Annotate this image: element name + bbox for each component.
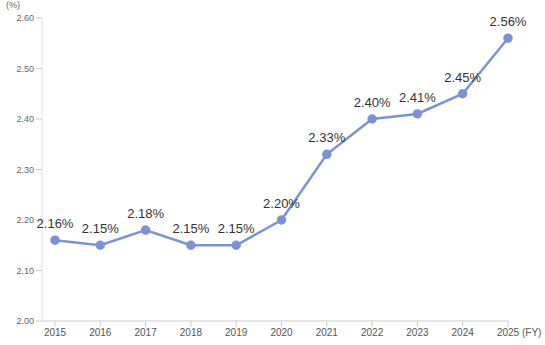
- html-text:(FY): (FY): [522, 327, 542, 338]
- svg-text:2.30: 2.30: [16, 165, 34, 175]
- svg-text:2.45%: 2.45%: [444, 70, 481, 85]
- svg-text:2019: 2019: [225, 327, 248, 338]
- svg-text:2018: 2018: [180, 327, 203, 338]
- svg-text:2.15%: 2.15%: [82, 221, 119, 236]
- svg-text:2.20%: 2.20%: [263, 196, 300, 211]
- svg-text:2025: 2025: [497, 327, 520, 338]
- svg-text:2023: 2023: [406, 327, 429, 338]
- svg-text:2.40%: 2.40%: [354, 95, 391, 110]
- svg-text:2.50: 2.50: [16, 64, 34, 74]
- svg-text:2022: 2022: [361, 327, 384, 338]
- svg-text:2.00: 2.00: [16, 316, 34, 326]
- svg-text:2021: 2021: [316, 327, 339, 338]
- svg-text:2.60: 2.60: [16, 13, 34, 23]
- svg-text:2.16%: 2.16%: [37, 216, 74, 231]
- svg-text:2.40: 2.40: [16, 114, 34, 124]
- svg-text:2.56%: 2.56%: [490, 14, 527, 29]
- svg-text:2024: 2024: [452, 327, 475, 338]
- svg-text:2016: 2016: [89, 327, 112, 338]
- svg-text:2.41%: 2.41%: [399, 90, 436, 105]
- svg-text:2017: 2017: [134, 327, 157, 338]
- svg-text:2.15%: 2.15%: [218, 221, 255, 236]
- svg-text:2015: 2015: [44, 327, 67, 338]
- svg-text:2.33%: 2.33%: [308, 130, 345, 145]
- svg-text:2.15%: 2.15%: [172, 221, 209, 236]
- svg-text:2.18%: 2.18%: [127, 206, 164, 221]
- svg-text:2.10: 2.10: [16, 266, 34, 276]
- svg-text:2020: 2020: [270, 327, 293, 338]
- svg-text:2.20: 2.20: [16, 215, 34, 225]
